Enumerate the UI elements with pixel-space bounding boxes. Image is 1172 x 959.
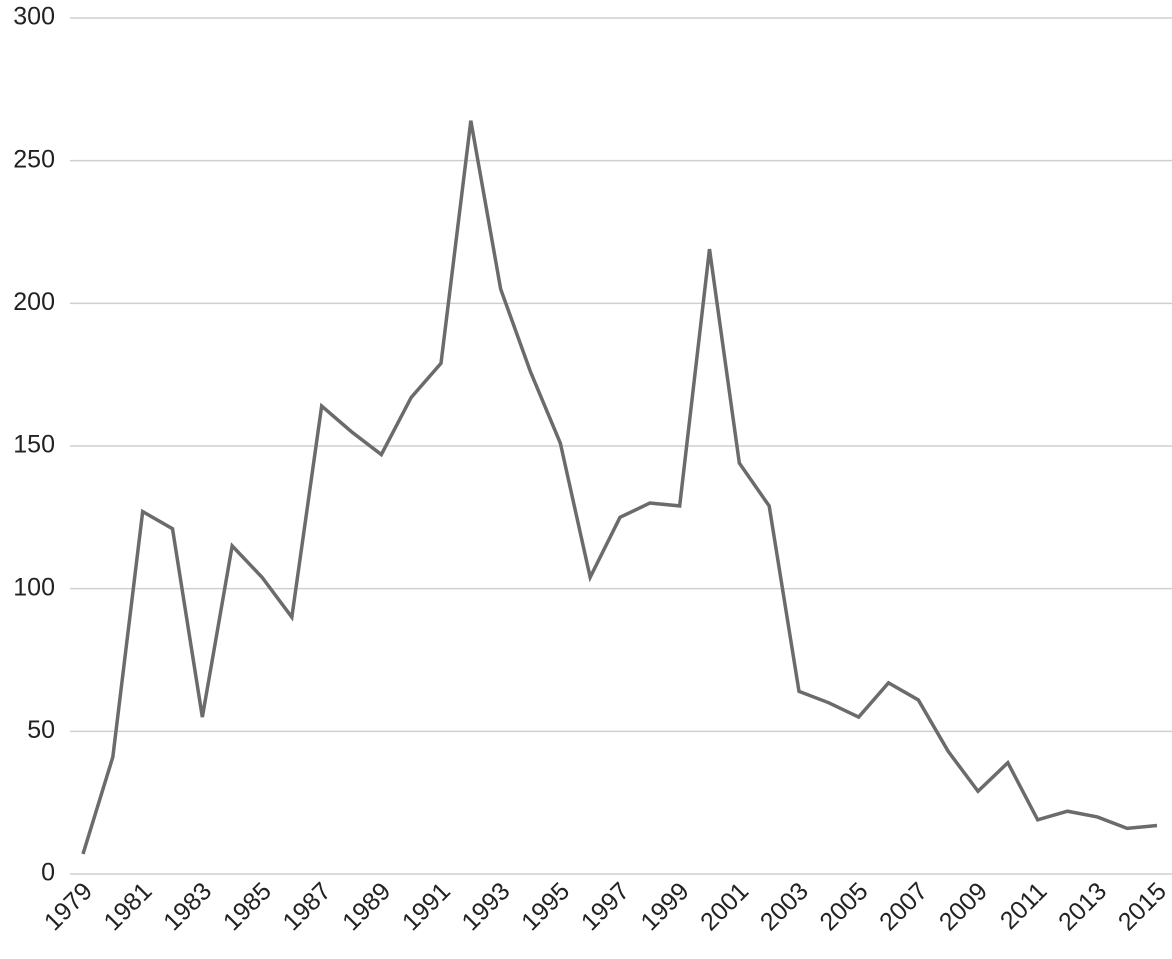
y-tick-label: 150 xyxy=(13,431,55,459)
x-tick-label: 2013 xyxy=(1053,877,1112,936)
x-tick-label: 1997 xyxy=(576,877,635,936)
x-tick-label: 1981 xyxy=(98,877,157,936)
x-tick-label: 2015 xyxy=(1113,877,1172,936)
x-tick-label: 1989 xyxy=(337,877,396,936)
x-tick-label: 2005 xyxy=(814,877,873,936)
x-tick-label: 1983 xyxy=(158,877,217,936)
y-tick-label: 50 xyxy=(27,716,55,744)
x-tick-label: 2003 xyxy=(755,877,814,936)
x-tick-label: 1991 xyxy=(397,877,456,936)
x-tick-label: 2001 xyxy=(695,877,754,936)
y-tick-label: 300 xyxy=(13,3,55,31)
x-tick-label: 2011 xyxy=(995,877,1053,935)
x-tick-label: 1987 xyxy=(277,877,336,936)
x-tick-label: 2009 xyxy=(934,877,993,936)
y-tick-label: 200 xyxy=(13,288,55,316)
y-tick-label: 250 xyxy=(13,145,55,173)
x-tick-label: 2007 xyxy=(874,877,933,936)
y-tick-label: 100 xyxy=(13,573,55,601)
y-tick-label: 0 xyxy=(41,859,55,887)
x-tick-label: 1993 xyxy=(456,877,515,936)
x-tick-label: 1995 xyxy=(516,877,575,936)
x-tick-label: 1999 xyxy=(635,877,694,936)
x-tick-label: 1985 xyxy=(218,877,277,936)
data-line xyxy=(81,120,1158,855)
